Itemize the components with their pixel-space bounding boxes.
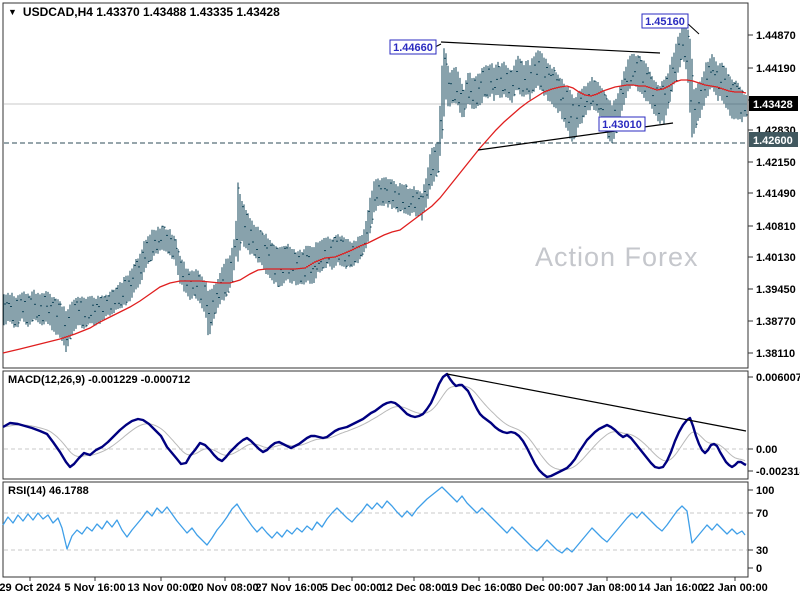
symbol-dropdown-icon[interactable]: ▼	[8, 7, 17, 17]
price-label-connector	[686, 22, 700, 35]
price-label-text: 1.44660	[393, 42, 433, 54]
support-level-badge	[749, 132, 798, 147]
time-tick-label[interactable]: 12 Dec 08:00	[381, 582, 448, 594]
time-tick-label[interactable]: 19 Dec 16:00	[446, 582, 513, 594]
time-tick-label[interactable]: 5 Nov 16:00	[64, 582, 125, 594]
watermark: Action Forex	[535, 242, 699, 272]
rsi-line	[2, 486, 746, 554]
rsi-axis-tick-label: 70	[756, 508, 768, 520]
price-label-text: 1.45160	[645, 16, 685, 28]
rsi-panel[interactable]	[2, 481, 749, 578]
trendline[interactable]	[440, 41, 661, 54]
price-axis-tick-label: 1.40810	[756, 221, 796, 233]
price-axis-tick-label: 1.38110	[756, 348, 795, 360]
price-axis-tick-label: 1.44870	[756, 30, 796, 42]
time-tick-label[interactable]: 13 Nov 00:00	[127, 582, 194, 594]
price-axis-tick-label: 1.40130	[756, 252, 796, 264]
price-label-text: 1.43010	[602, 119, 642, 131]
macd-trendline[interactable]	[446, 373, 747, 432]
time-tick-label[interactable]: 30 Dec 00:00	[510, 582, 577, 594]
macd-axis-tick-label: 0.006007	[756, 372, 800, 384]
price-axis-tick-label: 1.39450	[756, 284, 796, 296]
macd-main-line	[2, 372, 747, 479]
time-tick-label[interactable]: 7 Jan 08:00	[577, 582, 636, 594]
support-level-badge-text: 1.42600	[753, 135, 793, 147]
time-tick-label[interactable]: 20 Nov 08:00	[191, 582, 258, 594]
price-axis-tick-label: 1.44190	[756, 63, 796, 75]
chart-title: ▼ USDCAD,H4 1.43370 1.43488 1.43335 1.434…	[8, 5, 280, 19]
rsi-axis-tick-label: 100	[756, 485, 774, 497]
rsi-indicator-label: RSI(14) 46.1788	[8, 485, 89, 497]
time-tick-label[interactable]: 14 Jan 16:00	[638, 582, 703, 594]
price-label-box[interactable]	[389, 39, 437, 55]
time-tick-label[interactable]: 29 Oct 2024	[0, 582, 61, 594]
current-price-badge-text: 1.43428	[753, 99, 793, 111]
rsi-axis-tick-label: 0	[756, 563, 762, 575]
macd-panel[interactable]	[2, 370, 749, 480]
price-axis-tick-label: 1.41490	[756, 188, 796, 200]
time-tick-label[interactable]: 27 Nov 16:00	[255, 582, 322, 594]
chart-title-text: USDCAD,H4 1.43370 1.43488 1.43335 1.4342…	[22, 5, 280, 19]
rsi-axis-tick-label: 30	[756, 545, 768, 557]
price-axis-tick-label: 1.42150	[756, 157, 796, 169]
time-tick-label[interactable]: 5 Dec 00:00	[322, 582, 383, 594]
macd-axis-tick-label: 0.00	[756, 444, 777, 456]
price-axis-tick-label: 1.38770	[756, 316, 796, 328]
price-label-box[interactable]	[641, 13, 689, 29]
macd-signal-line	[2, 385, 746, 471]
macd-indicator-label: MACD(12,26,9) -0.001229 -0.000712	[8, 374, 191, 386]
time-tick-label[interactable]: 22 Jan 00:00	[702, 582, 767, 594]
macd-axis-tick-label: -0.002318	[756, 466, 800, 478]
price-label-box[interactable]	[598, 116, 646, 132]
current-price-badge	[749, 96, 798, 111]
moving-average-line	[2, 79, 747, 354]
